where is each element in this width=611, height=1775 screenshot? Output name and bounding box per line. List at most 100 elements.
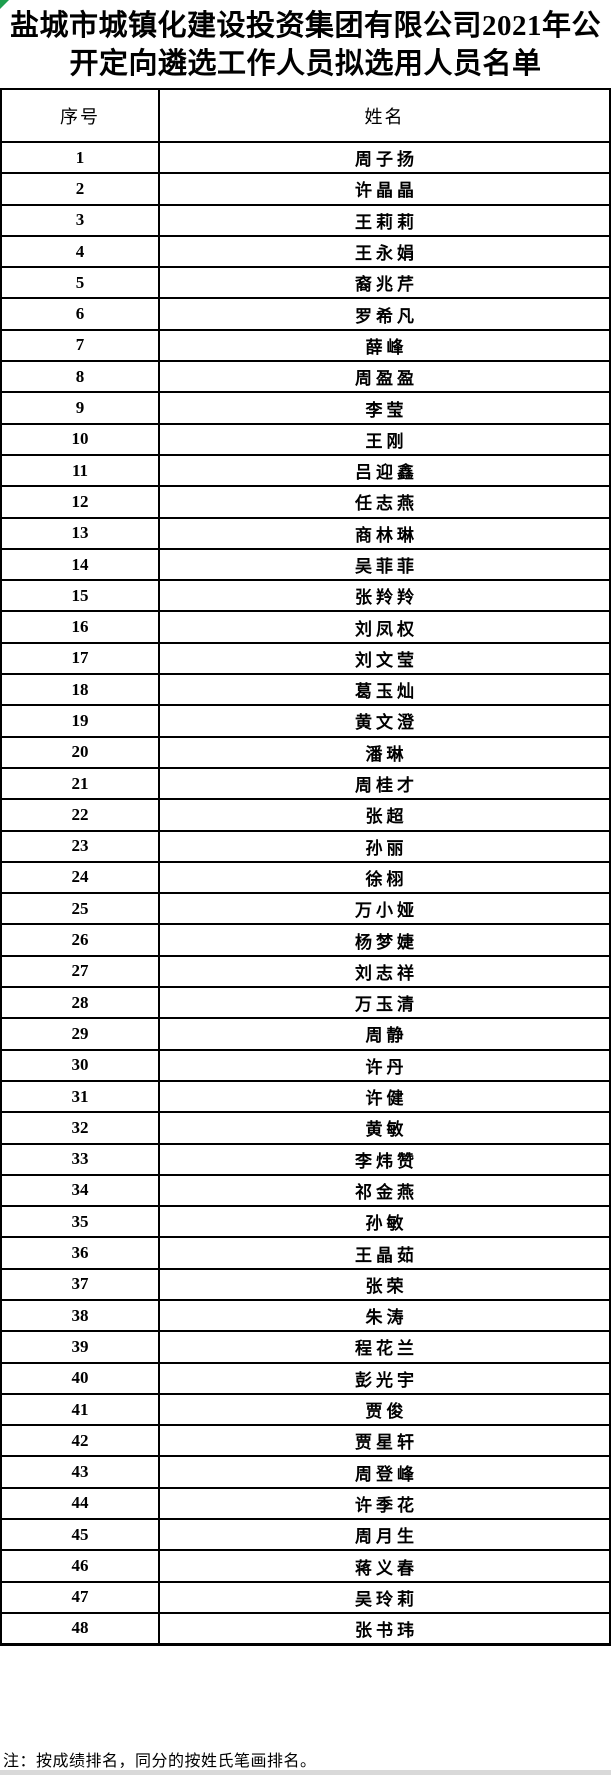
- name-cell: 万小娅: [158, 892, 611, 926]
- serial-cell: 2: [0, 172, 160, 206]
- name-cell: 任志燕: [158, 485, 611, 519]
- table-row: 29 周静: [0, 1017, 611, 1051]
- serial-cell: 48: [0, 1611, 160, 1646]
- name-cell: 周静: [158, 1017, 611, 1051]
- table-row: 1 周子扬: [0, 140, 611, 175]
- serial-cell: 34: [0, 1173, 160, 1208]
- serial-cell: 19: [0, 704, 160, 738]
- serial-cell: 28: [0, 986, 160, 1020]
- name-cell: 贾俊: [158, 1392, 611, 1427]
- table-row: 45 周月生: [0, 1518, 611, 1552]
- table-row: 8 周盈盈: [0, 360, 611, 394]
- serial-cell: 1: [0, 140, 160, 175]
- table-header-row: 序号 姓名: [0, 88, 611, 143]
- serial-cell: 30: [0, 1048, 160, 1082]
- name-cell: 李莹: [158, 391, 611, 425]
- name-cell: 薛峰: [158, 328, 611, 363]
- name-cell: 许季花: [158, 1486, 611, 1521]
- table-row: 9 李莹: [0, 391, 611, 425]
- serial-cell: 27: [0, 954, 160, 989]
- serial-cell: 15: [0, 579, 160, 613]
- table-row: 26 杨梦婕: [0, 923, 611, 957]
- name-cell: 潘琳: [158, 735, 611, 769]
- table-row: 30 许丹: [0, 1048, 611, 1082]
- serial-cell: 39: [0, 1330, 160, 1364]
- serial-cell: 44: [0, 1486, 160, 1521]
- name-cell: 王晶茹: [158, 1236, 611, 1270]
- name-cell: 周月生: [158, 1518, 611, 1552]
- name-cell: 王莉莉: [158, 203, 611, 237]
- table-row: 35 孙敏: [0, 1205, 611, 1239]
- serial-cell: 8: [0, 360, 160, 394]
- name-cell: 张荣: [158, 1267, 611, 1301]
- name-cell: 蒋义春: [158, 1549, 611, 1583]
- name-cell: 周盈盈: [158, 360, 611, 394]
- name-cell: 张超: [158, 798, 611, 832]
- table-row: 16 刘凤权: [0, 610, 611, 644]
- table-row: 27 刘志祥: [0, 954, 611, 989]
- serial-cell: 9: [0, 391, 160, 425]
- table-row: 17 刘文莹: [0, 641, 611, 676]
- table-row: 11 吕迎鑫: [0, 453, 611, 488]
- table-row: 18 葛玉灿: [0, 673, 611, 707]
- name-cell: 孙丽: [158, 829, 611, 863]
- serial-cell: 23: [0, 829, 160, 863]
- table-row: 13 商林琳: [0, 516, 611, 550]
- name-cell: 黄文澄: [158, 704, 611, 738]
- table-row: 7 薛峰: [0, 328, 611, 363]
- table-row: 46 蒋义春: [0, 1549, 611, 1583]
- name-cell: 彭光宇: [158, 1361, 611, 1395]
- table-row: 15 张羚羚: [0, 579, 611, 613]
- name-cell: 孙敏: [158, 1205, 611, 1239]
- table-row: 24 徐栩: [0, 860, 611, 895]
- table-row: 23 孙丽: [0, 829, 611, 863]
- serial-cell: 29: [0, 1017, 160, 1051]
- serial-cell: 36: [0, 1236, 160, 1270]
- name-cell: 张书玮: [158, 1611, 611, 1646]
- serial-cell: 32: [0, 1111, 160, 1145]
- serial-cell: 35: [0, 1205, 160, 1239]
- serial-cell: 12: [0, 485, 160, 519]
- table-row: 32 黄敏: [0, 1111, 611, 1145]
- table-row: 28 万玉清: [0, 986, 611, 1020]
- name-cell: 周登峰: [158, 1455, 611, 1489]
- name-cell: 万玉清: [158, 986, 611, 1020]
- table-row: 38 朱涛: [0, 1298, 611, 1333]
- serial-cell: 43: [0, 1455, 160, 1489]
- table-row: 47 吴玲莉: [0, 1580, 611, 1614]
- serial-cell: 24: [0, 860, 160, 895]
- name-cell: 徐栩: [158, 860, 611, 895]
- table-row: 43 周登峰: [0, 1455, 611, 1489]
- name-cell: 周子扬: [158, 140, 611, 175]
- name-cell: 朱涛: [158, 1298, 611, 1333]
- serial-cell: 26: [0, 923, 160, 957]
- serial-cell: 31: [0, 1079, 160, 1114]
- name-cell: 张羚羚: [158, 579, 611, 613]
- name-cell: 周桂才: [158, 766, 611, 801]
- table-row: 31 许健: [0, 1079, 611, 1114]
- name-cell: 罗希凡: [158, 297, 611, 331]
- table-row: 37 张荣: [0, 1267, 611, 1301]
- name-cell: 商林琳: [158, 516, 611, 550]
- name-cell: 祁金燕: [158, 1173, 611, 1208]
- name-cell: 吕迎鑫: [158, 453, 611, 488]
- serial-cell: 42: [0, 1424, 160, 1458]
- serial-cell: 33: [0, 1142, 160, 1176]
- serial-cell: 22: [0, 798, 160, 832]
- table-row: 6 罗希凡: [0, 297, 611, 331]
- table-row: 10 王刚: [0, 422, 611, 456]
- table-row: 12 任志燕: [0, 485, 611, 519]
- serial-cell: 40: [0, 1361, 160, 1395]
- serial-cell: 11: [0, 453, 160, 488]
- table-row: 22 张超: [0, 798, 611, 832]
- table-row: 5 裔兆芹: [0, 266, 611, 300]
- serial-cell: 14: [0, 547, 160, 582]
- personnel-table: 序号 姓名 1 周子扬 2 许晶晶 3 王莉莉 4 王永娟 5 裔兆芹 6 罗希…: [0, 88, 611, 1646]
- table-row: 36 王晶茹: [0, 1236, 611, 1270]
- serial-cell: 7: [0, 328, 160, 363]
- table-row: 19 黄文澄: [0, 704, 611, 738]
- column-header-serial: 序号: [0, 88, 160, 143]
- serial-cell: 5: [0, 266, 160, 300]
- serial-cell: 16: [0, 610, 160, 644]
- name-cell: 吴菲菲: [158, 547, 611, 582]
